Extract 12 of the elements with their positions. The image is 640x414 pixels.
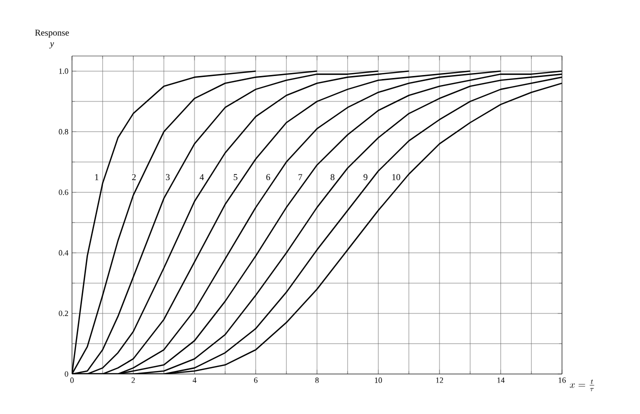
series-label: 6 [266, 174, 270, 180]
series-label: 5 [234, 174, 238, 180]
x-axis-title: $x=\frac{t}{\tau}$ [570, 379, 594, 392]
series-label: 2 [132, 174, 136, 180]
series-label: 4 [200, 174, 204, 180]
series-label: 1 [95, 174, 98, 180]
series-label: 3 [166, 174, 170, 180]
series-label: 7 [298, 174, 302, 180]
series-label: 10 [392, 174, 400, 180]
y-axis-title: Response y [35, 30, 69, 48]
series-label: 9 [364, 174, 368, 180]
series-label: 8 [330, 174, 334, 180]
